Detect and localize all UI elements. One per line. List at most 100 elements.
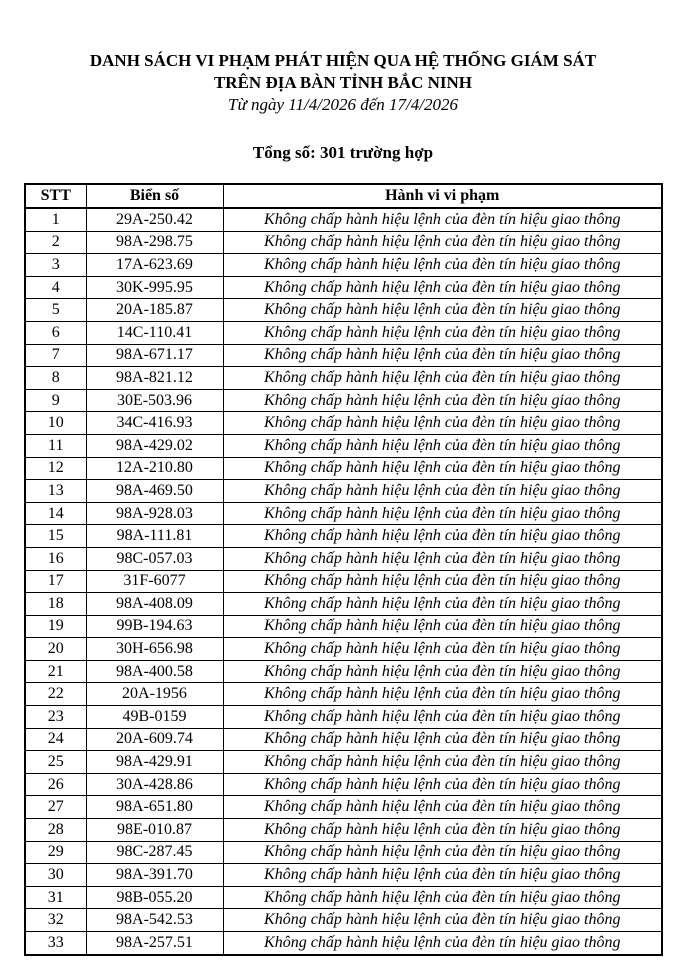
cell-violation: Không chấp hành hiệu lệnh của đèn tín hi…	[222, 524, 663, 548]
cell-stt: 4	[24, 275, 87, 300]
cell-plate: 98E-010.87	[85, 818, 224, 842]
table-row: 17 31F-6077 Không chấp hành hiệu lệnh của …	[24, 569, 663, 594]
cell-stt: 11	[24, 433, 87, 458]
cell-plate: 34C-416.93	[85, 411, 224, 435]
cell-plate: 98A-429.91	[85, 750, 224, 774]
table-row: 14 98A-928.03 Không chấp hành hiệu lệnh củ…	[24, 501, 663, 526]
table-row: 1 29A-250.42 Không chấp hành hiệu lệnh của…	[24, 207, 663, 232]
table-row: 31 98B-055.20 Không chấp hành hiệu lệnh củ…	[24, 885, 663, 910]
table-header-row: STT Biển số Hành vi vi phạm	[24, 183, 663, 209]
table-row: 33 98A-257.51 Không chấp hành hiệu lệnh củ…	[24, 930, 663, 956]
table-row: 2 98A-298.75 Không chấp hành hiệu lệnh của…	[24, 230, 663, 255]
cell-violation: Không chấp hành hiệu lệnh của đèn tín hi…	[222, 682, 663, 707]
column-header-violation: Hành vi vi phạm	[222, 183, 663, 209]
cell-plate: 98A-111.81	[85, 524, 224, 548]
cell-stt: 10	[24, 411, 87, 435]
table-row: 27 98A-651.80 Không chấp hành hiệu lệnh củ…	[24, 795, 663, 820]
cell-stt: 9	[24, 388, 87, 413]
table-body: 1 29A-250.42 Không chấp hành hiệu lệnh của…	[24, 207, 663, 956]
cell-stt: 12	[24, 456, 87, 481]
document-title-line-2: TRÊN ĐỊA BÀN TỈNH BẮC NINH	[213, 73, 473, 92]
cell-violation: Không chấp hành hiệu lệnh của đèn tín hi…	[222, 885, 663, 910]
cell-violation: Không chấp hành hiệu lệnh của đèn tín hi…	[222, 456, 663, 481]
cell-stt: 22	[24, 682, 87, 707]
cell-violation: Không chấp hành hiệu lệnh của đèn tín hi…	[222, 569, 663, 594]
table-row: 23 49B-0159 Không chấp hành hiệu lệnh của …	[24, 705, 663, 729]
cell-stt: 6	[24, 320, 87, 345]
table-row: 30 98A-391.70 Không chấp hành hiệu lệnh củ…	[24, 863, 663, 887]
cell-violation: Không chấp hành hiệu lệnh của đèn tín hi…	[222, 818, 663, 842]
column-header-plate: Biển số	[85, 183, 224, 209]
cell-plate: 98A-542.53	[85, 908, 224, 932]
cell-stt: 26	[24, 772, 87, 797]
cell-stt: 31	[24, 885, 87, 910]
cell-violation: Không chấp hành hiệu lệnh của đèn tín hi…	[222, 411, 663, 435]
cell-plate: 30H-656.98	[85, 637, 224, 661]
table-row: 21 98A-400.58 Không chấp hành hiệu lệnh củ…	[24, 659, 663, 684]
cell-stt: 8	[24, 366, 87, 390]
cell-violation: Không chấp hành hiệu lệnh của đèn tín hi…	[222, 366, 663, 390]
cell-violation: Không chấp hành hiệu lệnh của đèn tín hi…	[222, 253, 663, 277]
cell-plate: 20A-609.74	[85, 727, 224, 752]
cell-plate: 30K-995.95	[85, 275, 224, 300]
cell-plate: 30E-503.96	[85, 388, 224, 413]
table-row: 32 98A-542.53 Không chấp hành hiệu lệnh củ…	[24, 908, 663, 932]
cell-plate: 98A-928.03	[85, 501, 224, 526]
cell-stt: 19	[24, 614, 87, 639]
date-range: Từ ngày 11/4/2026 đến 17/4/2026	[228, 95, 458, 114]
cell-violation: Không chấp hành hiệu lệnh của đèn tín hi…	[222, 637, 663, 661]
cell-plate: 98A-429.02	[85, 433, 224, 458]
table-row: 26 30A-428.86 Không chấp hành hiệu lệnh củ…	[24, 772, 663, 797]
cell-stt: 16	[24, 546, 87, 571]
document-title-line-1: DANH SÁCH VI PHẠM PHÁT HIỆN QUA HỆ THỐNG…	[89, 51, 597, 70]
cell-violation: Không chấp hành hiệu lệnh của đèn tín hi…	[222, 840, 663, 865]
cell-violation: Không chấp hành hiệu lệnh của đèn tín hi…	[222, 659, 663, 684]
column-header-stt: STT	[24, 183, 87, 209]
cell-stt: 28	[24, 818, 87, 842]
violations-table: STT Biển số Hành vi vi phạm 1 29A-250.42 K…	[24, 183, 663, 956]
cell-plate: 12A-210.80	[85, 456, 224, 481]
cell-plate: 98C-057.03	[85, 546, 224, 571]
cell-plate: 98A-298.75	[85, 230, 224, 255]
cell-stt: 2	[24, 230, 87, 255]
cell-stt: 14	[24, 501, 87, 526]
cell-violation: Không chấp hành hiệu lệnh của đèn tín hi…	[222, 727, 663, 752]
cell-plate: 98A-821.12	[85, 366, 224, 390]
cell-stt: 30	[24, 863, 87, 887]
table-row: 20 30H-656.98 Không chấp hành hiệu lệnh củ…	[24, 637, 663, 661]
table-row: 5 20A-185.87 Không chấp hành hiệu lệnh của…	[24, 298, 663, 322]
cell-plate: 20A-185.87	[85, 298, 224, 322]
cell-plate: 98C-287.45	[85, 840, 224, 865]
cell-violation: Không chấp hành hiệu lệnh của đèn tín hi…	[222, 908, 663, 932]
table-row: 3 17A-623.69 Không chấp hành hiệu lệnh của…	[24, 253, 663, 277]
cell-violation: Không chấp hành hiệu lệnh của đèn tín hi…	[222, 433, 663, 458]
table-row: 22 20A-1956 Không chấp hành hiệu lệnh của …	[24, 682, 663, 707]
cell-violation: Không chấp hành hiệu lệnh của đèn tín hi…	[222, 388, 663, 413]
cell-plate: 98A-671.17	[85, 343, 224, 368]
cell-plate: 98B-055.20	[85, 885, 224, 910]
table-row: 12 12A-210.80 Không chấp hành hiệu lệnh củ…	[24, 456, 663, 481]
cell-stt: 24	[24, 727, 87, 752]
cell-plate: 30A-428.86	[85, 772, 224, 797]
cell-plate: 31F-6077	[85, 569, 224, 594]
cell-stt: 5	[24, 298, 87, 322]
table-row: 15 98A-111.81 Không chấp hành hiệu lệnh củ…	[24, 524, 663, 548]
cell-plate: 98A-651.80	[85, 795, 224, 820]
table-row: 9 30E-503.96 Không chấp hành hiệu lệnh của…	[24, 388, 663, 413]
total-count: Tổng số: 301 trường hợp	[252, 143, 434, 162]
cell-plate: 29A-250.42	[85, 207, 224, 232]
cell-violation: Không chấp hành hiệu lệnh của đèn tín hi…	[222, 750, 663, 774]
cell-violation: Không chấp hành hiệu lệnh của đèn tín hi…	[222, 863, 663, 887]
cell-violation: Không chấp hành hiệu lệnh của đèn tín hi…	[222, 275, 663, 300]
table-row: 18 98A-408.09 Không chấp hành hiệu lệnh củ…	[24, 592, 663, 616]
cell-stt: 7	[24, 343, 87, 368]
cell-stt: 17	[24, 569, 87, 594]
cell-violation: Không chấp hành hiệu lệnh của đèn tín hi…	[222, 614, 663, 639]
cell-plate: 98A-400.58	[85, 659, 224, 684]
cell-violation: Không chấp hành hiệu lệnh của đèn tín hi…	[222, 479, 663, 503]
cell-violation: Không chấp hành hiệu lệnh của đèn tín hi…	[222, 501, 663, 526]
cell-violation: Không chấp hành hiệu lệnh của đèn tín hi…	[222, 320, 663, 345]
cell-violation: Không chấp hành hiệu lệnh của đèn tín hi…	[222, 930, 663, 956]
cell-stt: 21	[24, 659, 87, 684]
cell-stt: 18	[24, 592, 87, 616]
